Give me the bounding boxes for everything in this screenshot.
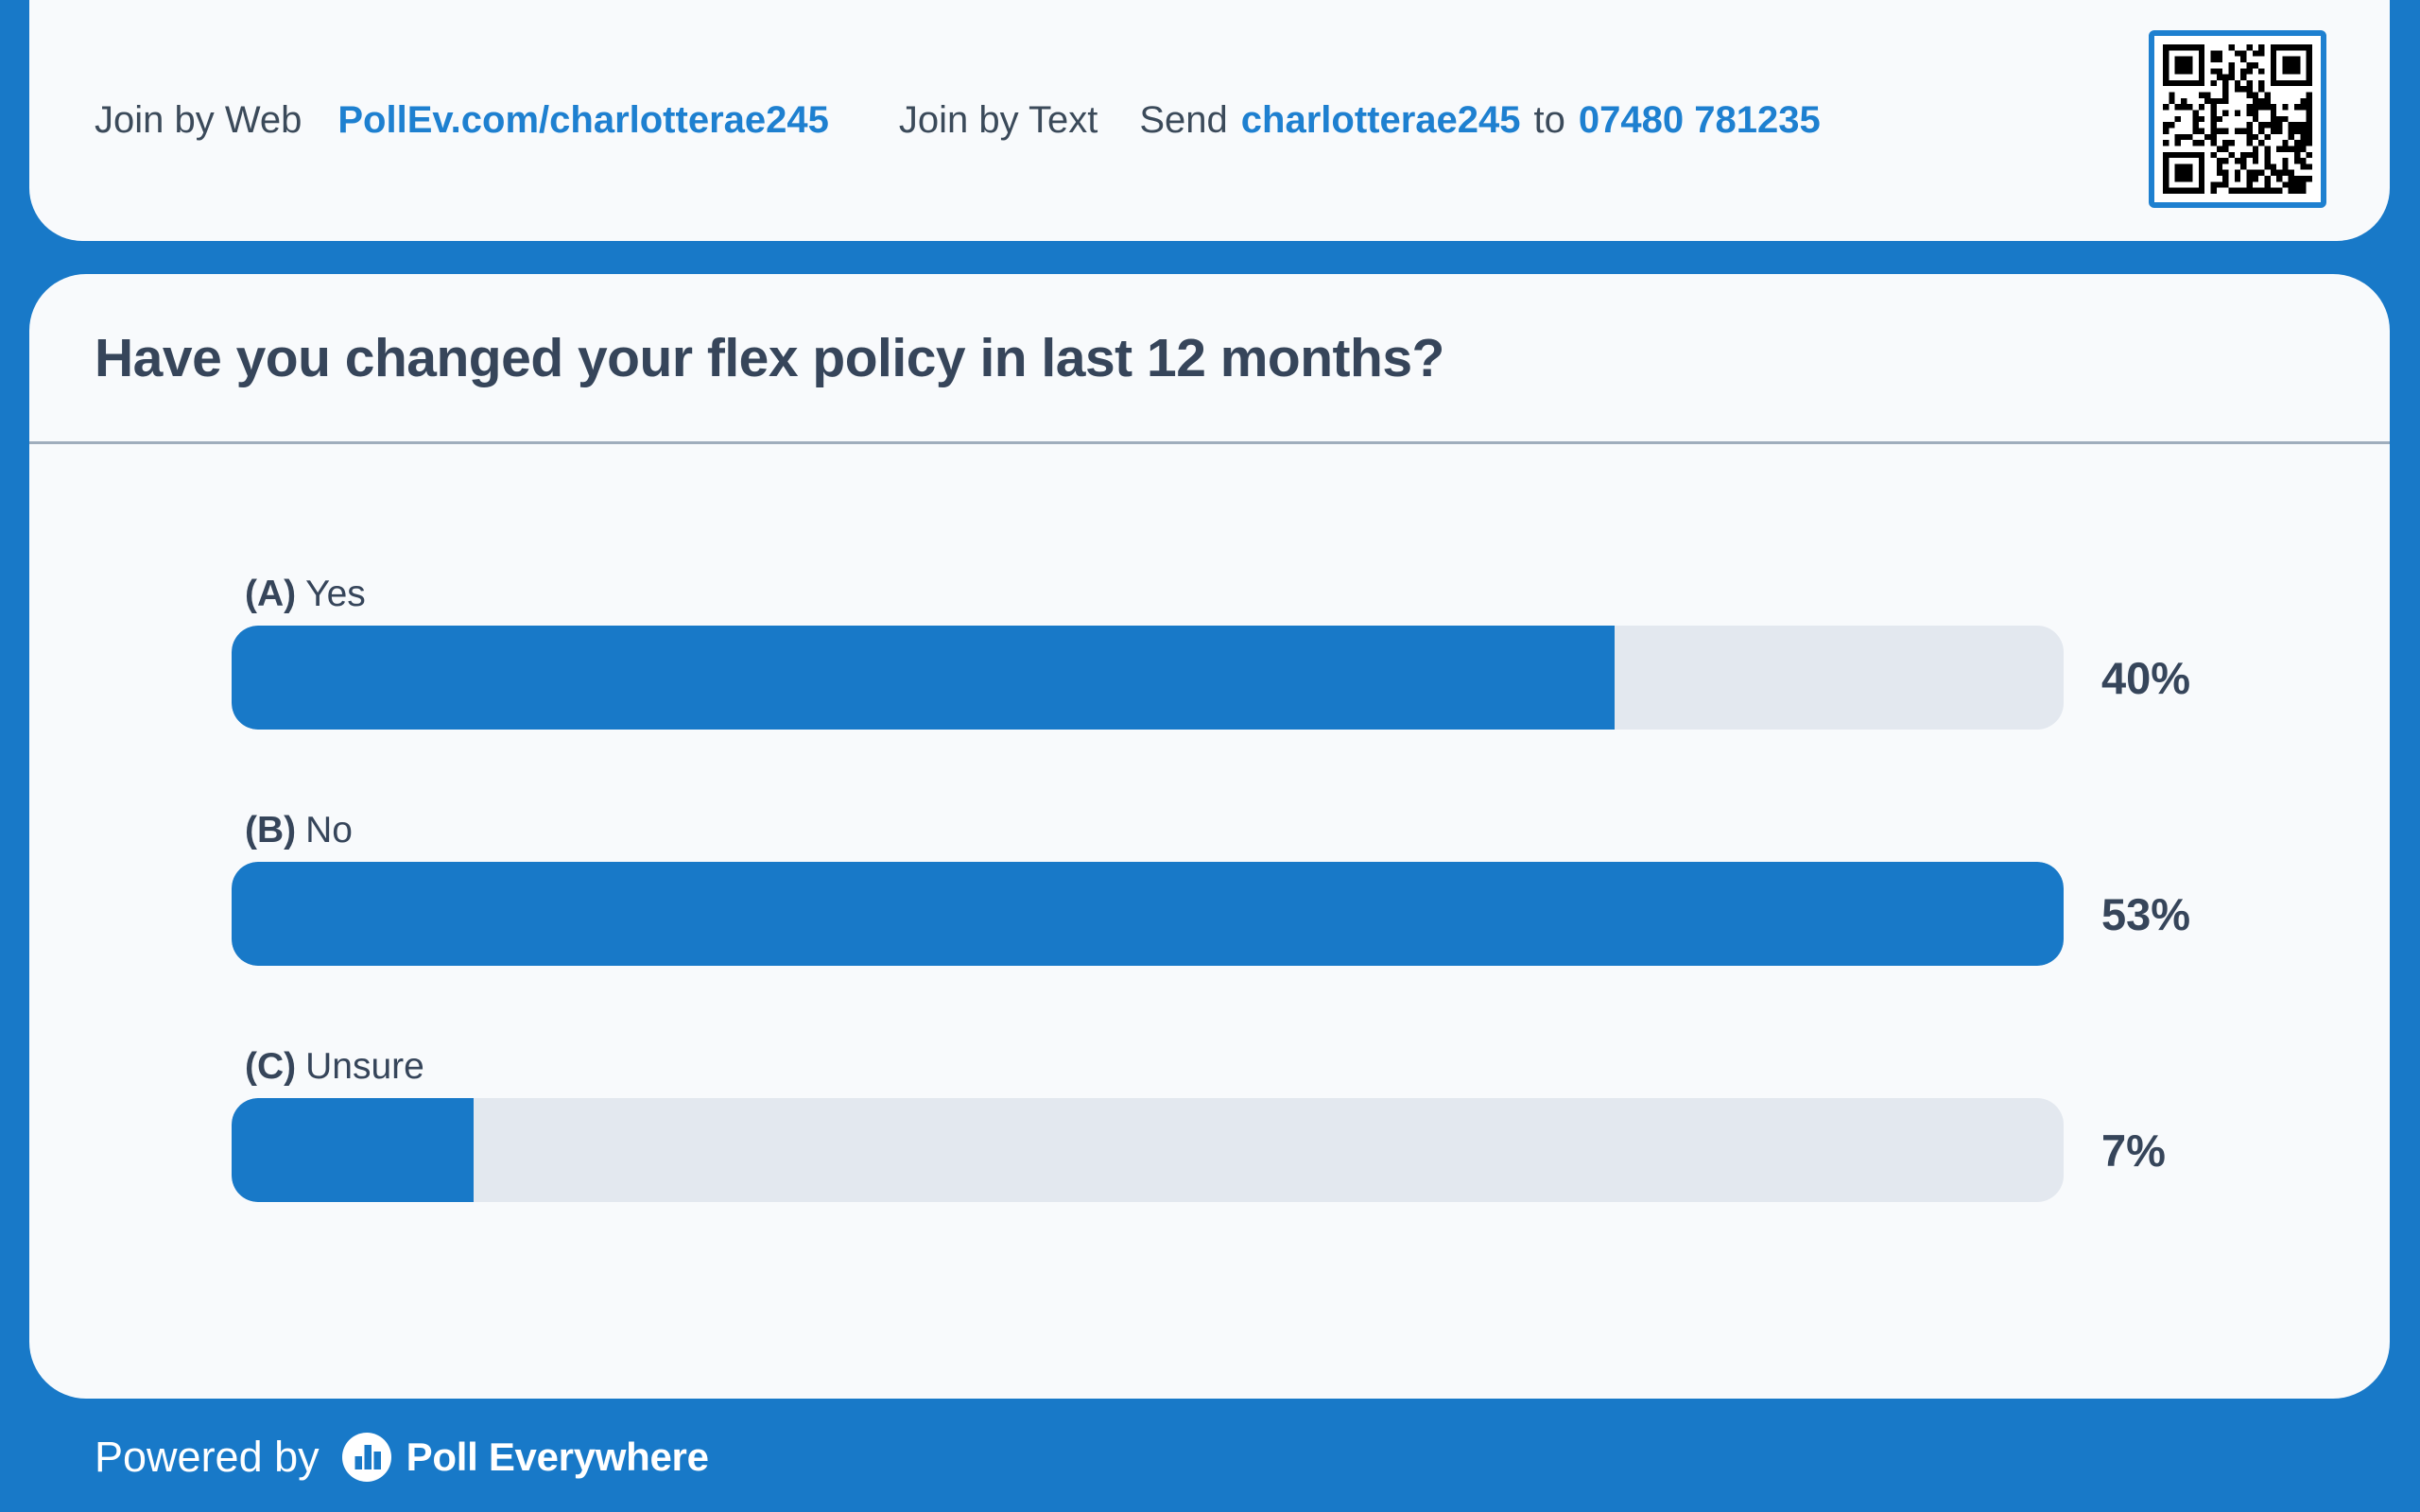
join-by-text-label: Join by Text: [898, 99, 1098, 141]
join-instructions-card: Join by Web PollEv.com/charlotterae245 J…: [29, 0, 2390, 241]
option-label-b: (B) No: [245, 809, 2390, 852]
join-by-web-label: Join by Web: [95, 99, 302, 141]
bar-fill-b: [232, 862, 2064, 966]
option-row-c: (C) Unsure 7%: [232, 1045, 2390, 1202]
join-instructions: Join by Web PollEv.com/charlotterae245 J…: [95, 0, 1821, 241]
percent-label-b: 53%: [2101, 888, 2191, 939]
percent-label-c: 7%: [2101, 1125, 2166, 1176]
poll-username: charlotterae245: [1240, 99, 1521, 141]
poll-results-card: Have you changed your flex policy in las…: [29, 274, 2390, 1399]
bar-track-c: [232, 1098, 2064, 1202]
bar-fill-c: [232, 1098, 474, 1202]
brand-name: Poll Everywhere: [406, 1435, 709, 1479]
poll-question: Have you changed your flex policy in las…: [95, 327, 1444, 388]
footer: Powered by Poll Everywhere: [95, 1429, 709, 1486]
bar-track-b: [232, 862, 2064, 966]
option-text-a: Yes: [305, 574, 366, 614]
qr-code: [2149, 30, 2326, 208]
option-label-a: (A) Yes: [245, 573, 2390, 616]
option-key-c: (C): [245, 1046, 297, 1087]
send-word: Send: [1139, 99, 1228, 141]
percent-label-a: 40%: [2101, 652, 2191, 703]
to-word: to: [1533, 99, 1565, 141]
powered-by-label: Powered by: [95, 1433, 320, 1481]
question-block: Have you changed your flex policy in las…: [29, 274, 2390, 444]
option-key-a: (A): [245, 574, 297, 614]
poll-everywhere-logo: [341, 1433, 391, 1482]
results-bar-chart: (A) Yes 40% (B) No 53% (C) Unsure: [29, 444, 2390, 1202]
option-row-a: (A) Yes 40%: [232, 573, 2390, 730]
option-text-b: No: [305, 810, 353, 850]
option-label-c: (C) Unsure: [245, 1045, 2390, 1089]
sms-number: 07480 781235: [1578, 99, 1821, 141]
option-row-b: (B) No 53%: [232, 809, 2390, 966]
option-text-c: Unsure: [305, 1046, 424, 1087]
poll-url: PollEv.com/charlotterae245: [337, 99, 829, 141]
bar-track-a: [232, 626, 2064, 730]
bar-fill-a: [232, 626, 1615, 730]
option-key-b: (B): [245, 810, 297, 850]
